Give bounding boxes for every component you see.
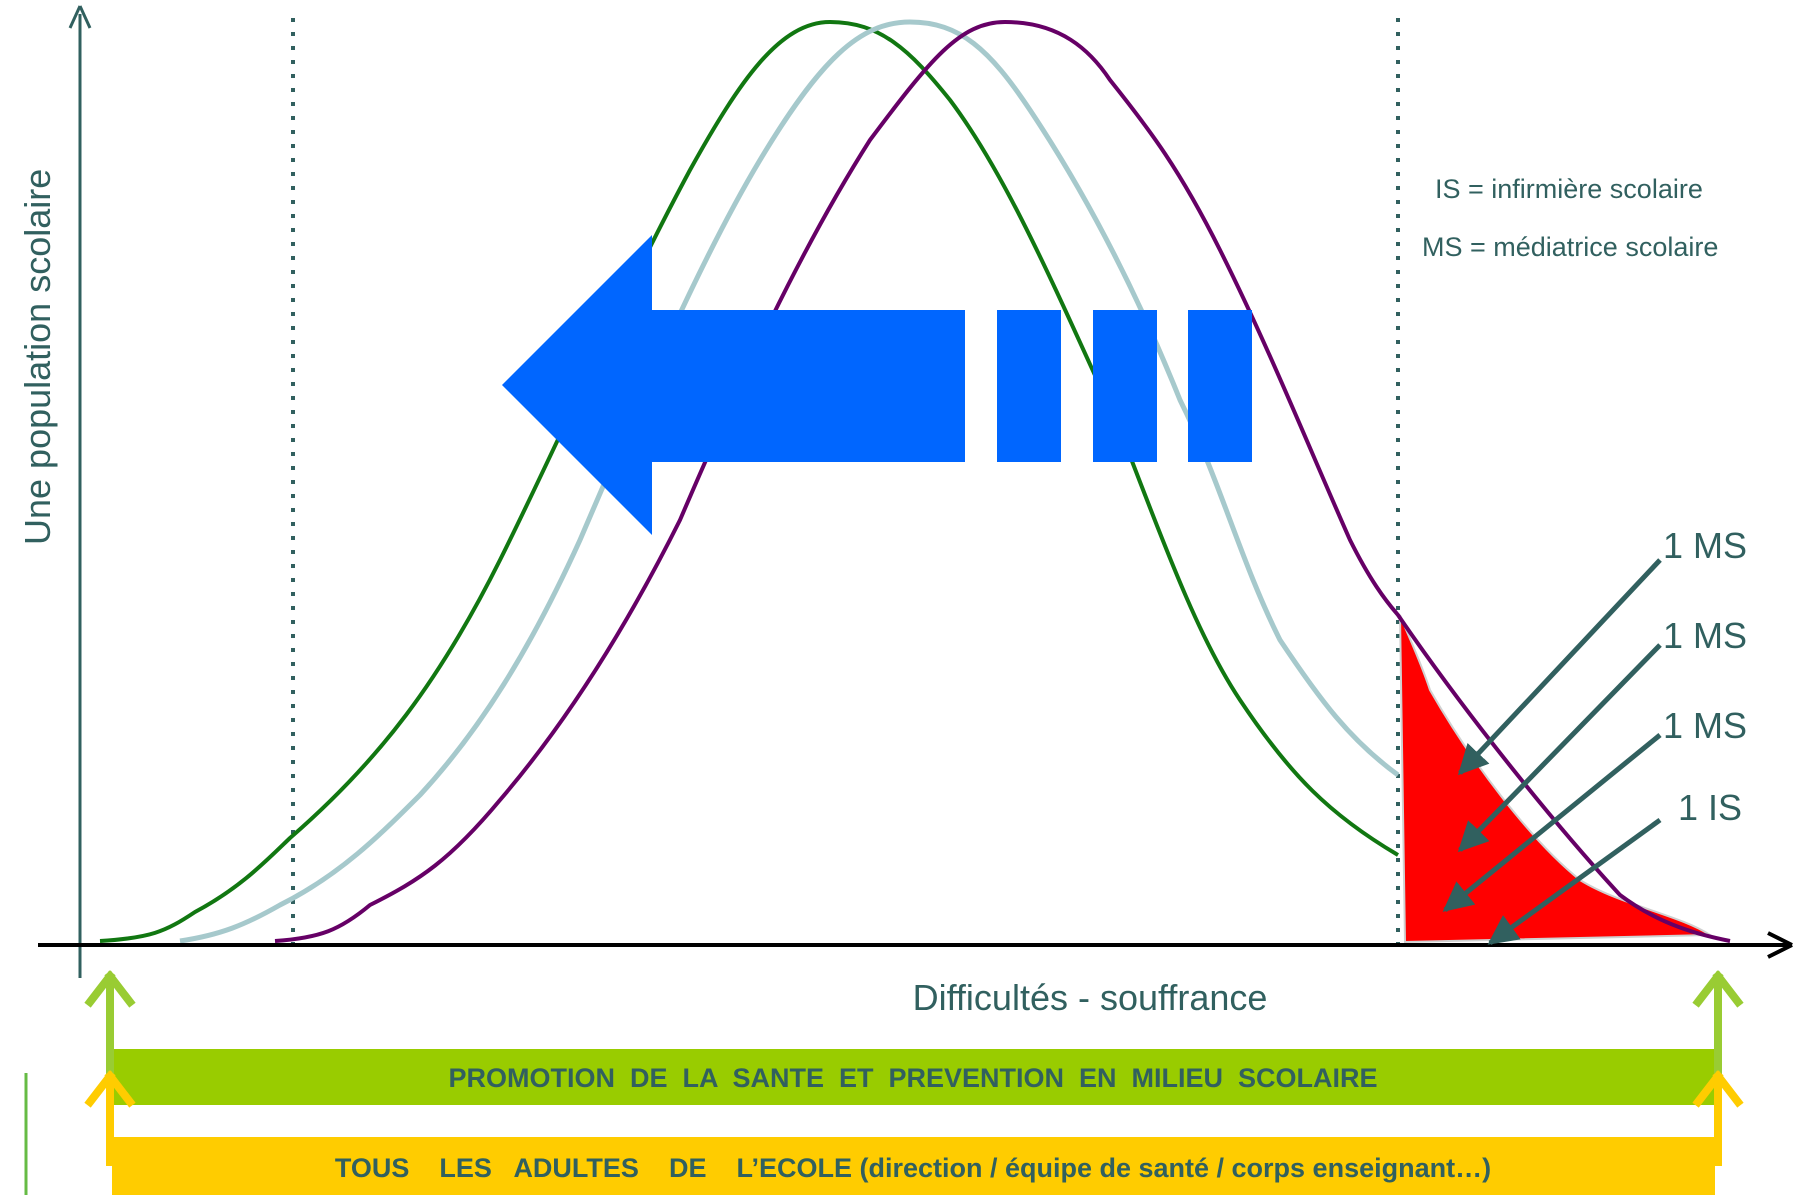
- shift-left-arrow: [502, 235, 965, 535]
- arrow-dash-3: [1188, 310, 1252, 462]
- pointer-arrow-1: [1457, 558, 1662, 776]
- pointer-arrow-4: [1487, 817, 1662, 946]
- is-definition: IS = infirmière scolaire: [1435, 174, 1703, 204]
- left-yellow-up-arrowhead: [84, 1070, 136, 1108]
- left-green-up-arrow: [106, 975, 114, 1082]
- promotion-band: [112, 1049, 1715, 1105]
- red-intervention-zone: [1399, 614, 1714, 944]
- curve-middle: [179, 19, 1400, 944]
- adults-band: [112, 1137, 1715, 1195]
- pointer-label-2: 1 MS: [1663, 615, 1747, 656]
- curve-right: [274, 19, 1731, 943]
- pointer-label-3: 1 MS: [1663, 705, 1747, 746]
- right-green-up-arrowhead: [1692, 970, 1744, 1008]
- x-axis-label: Difficultés - souffrance: [913, 977, 1268, 1018]
- arrow-dash-1: [997, 310, 1061, 462]
- pointer-arrow-2: [1457, 643, 1662, 853]
- arrow-dash-2: [1093, 310, 1157, 462]
- y-axis-arrowhead: [68, 5, 92, 29]
- x-axis-arrowhead: [1767, 931, 1793, 959]
- promotion-band-label: PROMOTION DE LA SANTE ET PREVENTION EN M…: [448, 1063, 1377, 1093]
- y-axis-label: Une population scolaire: [17, 169, 58, 545]
- pointer-arrow-3: [1442, 733, 1662, 912]
- pointer-label-4: 1 IS: [1678, 787, 1742, 828]
- left-green-up-arrowhead: [84, 970, 136, 1008]
- adults-band-label: TOUS LES ADULTES DE L’ECOLE (direction /…: [335, 1153, 1491, 1183]
- ms-definition: MS = médiatrice scolaire: [1422, 232, 1718, 262]
- right-yellow-up-arrowhead: [1692, 1070, 1744, 1108]
- pointer-label-1: 1 MS: [1663, 525, 1747, 566]
- curve-left: [99, 19, 1400, 943]
